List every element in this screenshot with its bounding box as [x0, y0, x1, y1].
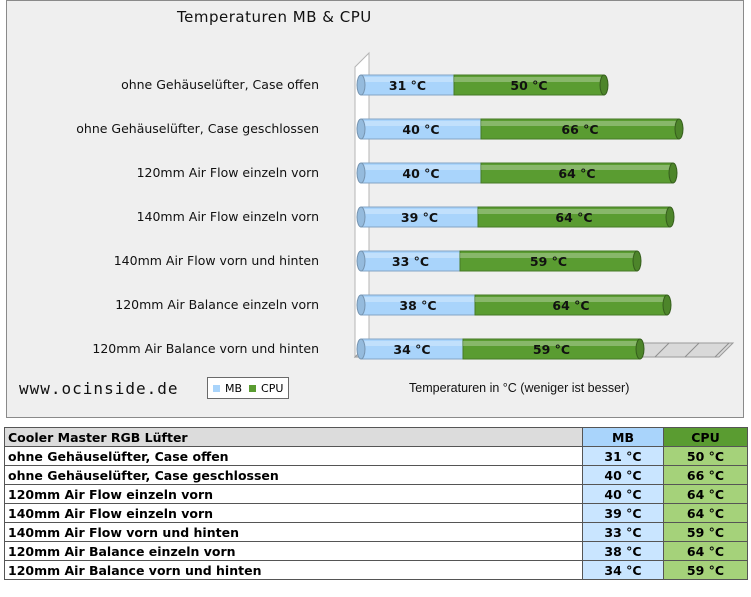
bar-start-cap [356, 74, 366, 96]
row-cpu-value: 50 °C [663, 446, 748, 466]
row-label: 120mm Air Flow einzeln vorn [4, 484, 583, 504]
data-label-mb: 34 °C [393, 342, 430, 357]
row-cpu-value: 64 °C [663, 503, 748, 523]
table-row: 140mm Air Flow einzeln vorn 39 °C 64 °C [4, 503, 748, 523]
bar-highlight [460, 253, 637, 258]
data-label-mb: 40 °C [402, 166, 439, 181]
row-label: ohne Gehäuselüfter, Case geschlossen [4, 465, 583, 485]
table-header-cpu: CPU [663, 427, 748, 447]
bar-start-cap [356, 338, 366, 360]
bar-highlight [454, 77, 604, 82]
table-header-row: Cooler Master RGB Lüfter MB CPU [4, 427, 748, 447]
legend-cpu-swatch [249, 384, 257, 392]
gridline [684, 342, 700, 358]
data-table: Cooler Master RGB Lüfter MB CPU ohne Geh… [4, 427, 748, 580]
bar-end-cap [668, 162, 678, 184]
category-label: ohne Gehäuselüfter, Case geschlossen [76, 121, 319, 136]
row-cpu-value: 66 °C [663, 465, 748, 485]
bar-highlight [475, 297, 667, 302]
row-mb-value: 39 °C [582, 503, 664, 523]
bar-start-cap [356, 206, 366, 228]
bar-highlight [481, 165, 673, 170]
bar-highlight [481, 121, 679, 126]
category-label: 120mm Air Balance einzeln vorn [115, 297, 319, 312]
row-label: 120mm Air Balance einzeln vorn [4, 541, 583, 561]
gridline [654, 342, 670, 358]
bar-end-cap [632, 250, 642, 272]
table-row: 140mm Air Flow vorn und hinten 33 °C 59 … [4, 522, 748, 542]
data-label-mb: 31 °C [389, 78, 426, 93]
bar-highlight [463, 341, 640, 346]
legend-mb-swatch [213, 384, 220, 392]
bar-highlight [361, 297, 475, 302]
bar-end-cap [665, 206, 675, 228]
row-cpu-value: 59 °C [663, 522, 748, 542]
category-label: 140mm Air Flow einzeln vorn [137, 209, 319, 224]
chart-panel: Temperaturen MB & CPU ohne Gehäuselüfter,… [6, 0, 744, 418]
bar-start-cap [356, 162, 366, 184]
data-label-mb: 38 °C [399, 298, 436, 313]
bar-start-cap [356, 294, 366, 316]
row-label: ohne Gehäuselüfter, Case offen [4, 446, 583, 466]
legend-cpu-label: CPU [261, 381, 284, 395]
bar-highlight [478, 209, 670, 214]
row-mb-value: 31 °C [582, 446, 664, 466]
row-cpu-value: 64 °C [663, 541, 748, 561]
bar-end-cap [674, 118, 684, 140]
bar-end-cap [599, 74, 609, 96]
data-label-cpu: 64 °C [555, 210, 592, 225]
data-label-cpu: 59 °C [533, 342, 570, 357]
category-label: 120mm Air Balance vorn und hinten [92, 341, 319, 356]
data-label-cpu: 59 °C [530, 254, 567, 269]
row-mb-value: 40 °C [582, 484, 664, 504]
row-cpu-value: 64 °C [663, 484, 748, 504]
table-row: 120mm Air Balance einzeln vorn 38 °C 64 … [4, 541, 748, 561]
table-header-mb: MB [582, 427, 664, 447]
legend: MB CPU [207, 377, 290, 399]
bar-highlight [361, 165, 481, 170]
category-label: 140mm Air Flow vorn und hinten [114, 253, 319, 268]
row-mb-value: 38 °C [582, 541, 664, 561]
row-cpu-value: 59 °C [663, 560, 748, 580]
bar-highlight [361, 341, 463, 346]
data-label-mb: 33 °C [392, 254, 429, 269]
bar-highlight [361, 209, 478, 214]
row-label: 120mm Air Balance vorn und hinten [4, 560, 583, 580]
row-mb-value: 40 °C [582, 465, 664, 485]
category-label: ohne Gehäuselüfter, Case offen [121, 77, 319, 92]
gridline [714, 342, 730, 358]
table-row: ohne Gehäuselüfter, Case offen 31 °C 50 … [4, 446, 748, 466]
table-row: 120mm Air Balance vorn und hinten 34 °C … [4, 560, 748, 580]
site-label: www.ocinside.de [19, 379, 179, 398]
table-row: 120mm Air Flow einzeln vorn 40 °C 64 °C [4, 484, 748, 504]
bar-start-cap [356, 250, 366, 272]
data-label-cpu: 50 °C [510, 78, 547, 93]
data-label-cpu: 66 °C [561, 122, 598, 137]
table-header-label: Cooler Master RGB Lüfter [4, 427, 583, 447]
data-label-cpu: 64 °C [558, 166, 595, 181]
row-mb-value: 33 °C [582, 522, 664, 542]
data-label-cpu: 64 °C [552, 298, 589, 313]
bar-highlight [361, 121, 481, 126]
bar-highlight [361, 253, 460, 258]
legend-mb-label: MB [225, 381, 243, 395]
row-label: 140mm Air Flow vorn und hinten [4, 522, 583, 542]
bar-end-cap [635, 338, 645, 360]
bar-end-cap [662, 294, 672, 316]
data-label-mb: 40 °C [402, 122, 439, 137]
bar-start-cap [356, 118, 366, 140]
chart-svg: Temperaturen MB & CPU ohne Gehäuselüfter,… [76, 8, 735, 360]
chart-title: Temperaturen MB & CPU [176, 8, 372, 26]
row-mb-value: 34 °C [582, 560, 664, 580]
bar-highlight [361, 77, 454, 82]
table-row: ohne Gehäuselüfter, Case geschlossen 40 … [4, 465, 748, 485]
data-label-mb: 39 °C [401, 210, 438, 225]
row-label: 140mm Air Flow einzeln vorn [4, 503, 583, 523]
x-axis-title: Temperaturen in °C (weniger ist besser) [409, 381, 630, 395]
category-label: 120mm Air Flow einzeln vorn [137, 165, 319, 180]
